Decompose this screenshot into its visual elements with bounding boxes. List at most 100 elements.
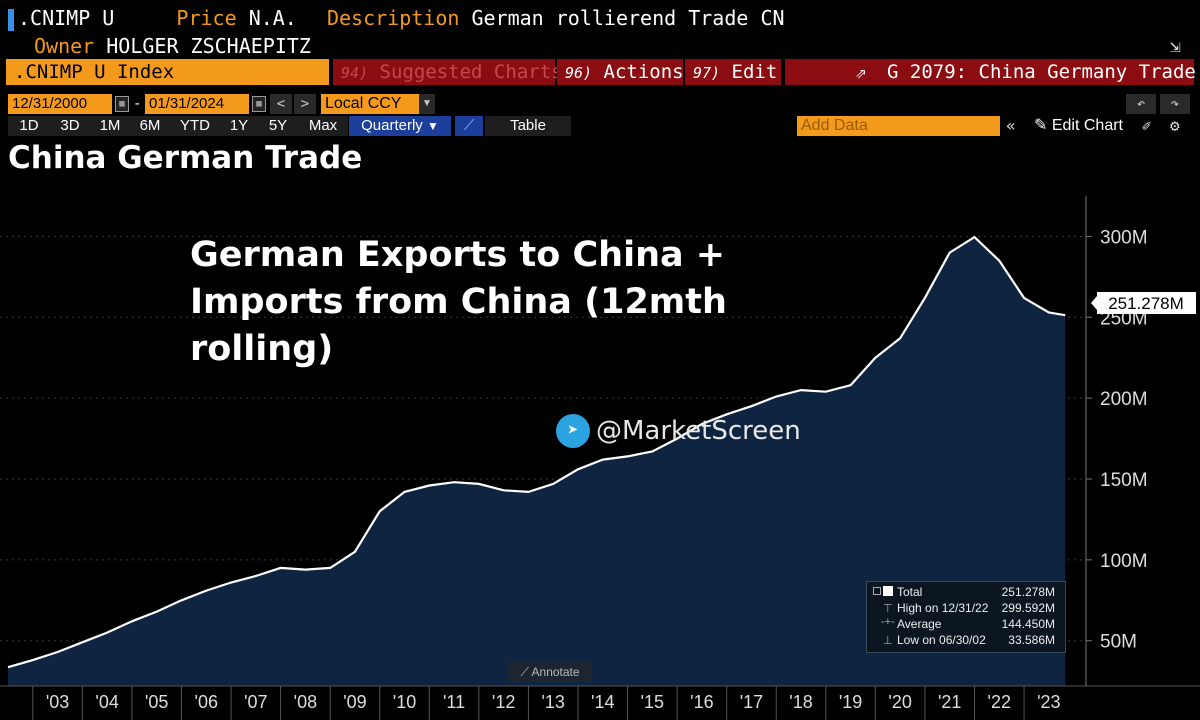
y-tick-label: 150M — [1100, 470, 1148, 491]
y-tick-label: 300M — [1100, 227, 1148, 248]
price-label: Price — [176, 6, 237, 30]
x-tick-label: '15 — [641, 692, 664, 712]
annotation-line-1: German Exports to China + — [190, 235, 726, 275]
series-swatch — [883, 586, 893, 596]
area-fill — [8, 237, 1066, 686]
x-tick-label: '10 — [393, 692, 416, 712]
end-date-input[interactable]: 01/31/2024 — [145, 94, 249, 114]
undo-icon[interactable]: ↶ — [1126, 94, 1156, 114]
price-value: N.A. — [248, 6, 297, 30]
low-marker-icon: ⊥ — [883, 635, 893, 647]
chart-legend: Total 251.278M ⊤ High on 12/31/22 299.59… — [866, 581, 1066, 653]
edit-menu[interactable]: 97) Edit ▼ — [685, 59, 795, 85]
owner-label: Owner — [34, 34, 95, 58]
x-tick-label: '20 — [888, 692, 911, 712]
period-5y[interactable]: 5Y — [258, 116, 298, 136]
frequency-select[interactable]: Quarterly ▼ — [349, 116, 451, 136]
period-1m[interactable]: 1M — [90, 116, 130, 136]
collapse-icon[interactable]: « — [1006, 116, 1016, 135]
period-ytd[interactable]: YTD — [170, 116, 220, 136]
chevron-down-icon: ▼ — [426, 119, 439, 133]
x-tick-label: '19 — [839, 692, 862, 712]
y-tick-label: 200M — [1100, 389, 1148, 410]
chart-annotation: German Exports to China + Imports from C… — [190, 232, 727, 373]
x-tick-label: '05 — [145, 692, 168, 712]
date-separator: - — [133, 96, 142, 112]
y-tick-label: 100M — [1100, 551, 1148, 572]
owner-value: HOLGER ZSCHAEPITZ — [106, 34, 311, 58]
x-tick-label: '14 — [591, 692, 614, 712]
x-tick-label: '22 — [988, 692, 1011, 712]
chart-reference[interactable]: ⇗ G 2079: China Germany Trade — [785, 59, 1196, 85]
x-tick-label: '06 — [195, 692, 218, 712]
edit-num: 97) — [693, 64, 721, 82]
edit-chart-button[interactable]: ✎ Edit Chart — [1034, 116, 1123, 136]
frequency-label: Quarterly — [361, 117, 423, 134]
high-marker-icon: ⊤ — [883, 603, 893, 615]
external-link-icon: ⇗ — [855, 61, 867, 83]
owner-row: Owner HOLGER ZSCHAEPITZ — [34, 32, 311, 60]
popout-icon[interactable]: ⇲ — [1170, 36, 1181, 57]
legend-low-value: 33.586M — [1008, 633, 1055, 647]
prev-period-button[interactable]: < — [270, 94, 292, 114]
x-tick-label: '03 — [46, 692, 69, 712]
legend-total-label: Total — [897, 585, 923, 599]
edit-chart-label: Edit Chart — [1051, 117, 1123, 134]
gear-icon[interactable]: ⚙ — [1170, 116, 1180, 135]
redo-icon[interactable]: ↷ — [1160, 94, 1190, 114]
legend-high-label: High on 12/31/22 — [897, 601, 989, 615]
page-title: China German Trade — [8, 140, 363, 176]
security-header: .CNIMP U Price N.A. Description German r… — [0, 4, 785, 32]
add-data-input[interactable]: Add Data — [797, 116, 1000, 136]
calendar-icon[interactable]: ▦ — [252, 96, 266, 112]
legend-high-value: 299.592M — [1001, 601, 1055, 615]
start-date-input[interactable]: 12/31/2000 — [8, 94, 112, 114]
period-max[interactable]: Max — [298, 116, 348, 136]
collapse-legend-icon[interactable] — [873, 587, 881, 595]
currency-select[interactable]: Local CCY ▼ — [321, 94, 435, 114]
x-tick-label: '12 — [492, 692, 515, 712]
line-chart-icon[interactable]: ⟋ — [455, 116, 483, 136]
average-marker-icon: -+- — [881, 616, 895, 628]
x-tick-label: '13 — [541, 692, 564, 712]
table-button[interactable]: Table — [485, 116, 571, 136]
index-field[interactable]: .CNIMP U Index — [6, 59, 329, 85]
legend-average-value: 144.450M — [1001, 617, 1055, 631]
x-tick-label: '16 — [690, 692, 713, 712]
last-value-label: 251.278M — [1108, 294, 1184, 313]
main-toolbar: .CNIMP U Index 94) Suggested Charts ▼ 96… — [0, 59, 1200, 85]
period-1y[interactable]: 1Y — [220, 116, 258, 136]
annotate-label: Annotate — [531, 665, 580, 679]
calendar-icon[interactable]: ▦ — [115, 96, 129, 112]
suggested-charts-menu[interactable]: 94) Suggested Charts ▼ — [333, 59, 581, 85]
chart-reference-label: G 2079: China Germany Trade — [887, 61, 1196, 83]
currency-label: Local CCY — [325, 95, 402, 112]
pencil-icon: ✎ — [1034, 117, 1048, 134]
legend-average-label: Average — [897, 617, 942, 631]
next-period-button[interactable]: > — [294, 94, 316, 114]
description-label: Description — [326, 6, 460, 30]
x-tick-label: '23 — [1037, 692, 1060, 712]
actions-num: 96) — [565, 64, 593, 82]
series-line — [7, 235, 1066, 669]
actions-label: Actions — [603, 61, 684, 83]
annotate-icon: ⟋ — [520, 665, 529, 679]
last-value-badge: 251.278M — [1091, 292, 1196, 314]
draw-icon[interactable]: ✐ — [1142, 117, 1152, 135]
actions-menu[interactable]: 96) Actions ▼ — [557, 59, 702, 85]
description-value: German rollierend Trade CN — [471, 6, 785, 30]
x-tick-label: '04 — [95, 692, 118, 712]
security-marker — [8, 8, 14, 31]
annotate-button[interactable]: ⟋ Annotate — [508, 662, 592, 682]
period-3d[interactable]: 3D — [50, 116, 90, 136]
ticker-label: .CNIMP U — [18, 6, 115, 30]
y-tick-label: 50M — [1100, 632, 1137, 653]
x-tick-label: '09 — [343, 692, 366, 712]
x-tick-label: '08 — [294, 692, 317, 712]
chevron-down-icon: ▼ — [419, 94, 435, 114]
period-6m[interactable]: 6M — [130, 116, 170, 136]
watermark: @MarketScreen — [596, 416, 801, 446]
x-tick-label: '21 — [938, 692, 961, 712]
period-1d[interactable]: 1D — [8, 116, 50, 136]
